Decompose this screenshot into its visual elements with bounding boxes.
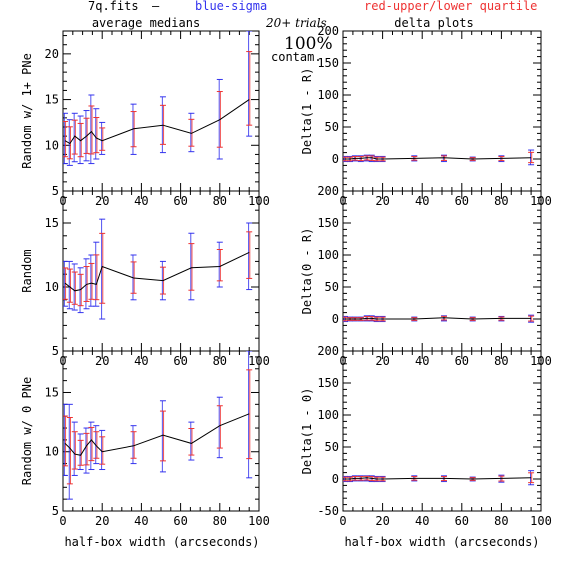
x-axis-label-left: half-box width (arcseconds): [64, 535, 259, 549]
series-line: [345, 157, 532, 160]
y-tick-label: 150: [317, 216, 339, 230]
x-tick-label: 40: [415, 194, 429, 208]
y-tick-label: 200: [317, 24, 339, 38]
y-tick-label: 50: [325, 120, 339, 134]
header-percent: 100%: [284, 34, 333, 54]
y-axis-label: Random w/ 1+ PNe: [20, 53, 34, 169]
x-tick-label: 20: [375, 354, 389, 368]
header-dash: –: [152, 0, 160, 13]
right-column-title: delta plots: [394, 16, 473, 30]
x-tick-label: 0: [59, 514, 66, 528]
x-tick-label: 80: [494, 354, 508, 368]
y-axis-label: Delta(1 - 0): [300, 388, 314, 475]
x-tick-label: 80: [213, 514, 227, 528]
y-axis-label: Random w/ 0 PNe: [20, 377, 34, 485]
header-file: 7q.fits: [88, 0, 139, 13]
x-tick-label: 60: [455, 194, 469, 208]
panel-data: [343, 470, 535, 486]
x-tick-label: 20: [95, 194, 109, 208]
panel-frame: [342, 190, 542, 352]
x-tick-label: 40: [134, 514, 148, 528]
y-tick-label: 150: [317, 376, 339, 390]
x-tick-label: 20: [95, 514, 109, 528]
series-line: [64, 99, 250, 145]
y-tick-label: 150: [317, 56, 339, 70]
header-blue-label: blue-sigma: [195, 0, 267, 13]
y-tick-label: 100: [317, 248, 339, 262]
x-tick-label: 20: [375, 514, 389, 528]
y-tick-label: 20: [45, 47, 59, 61]
x-tick-label: 0: [339, 514, 346, 528]
x-tick-label: 60: [455, 354, 469, 368]
y-tick-label: 10: [45, 445, 59, 459]
y-tick-label: 15: [45, 385, 59, 399]
panel-data: [343, 314, 535, 323]
y-tick-label: 15: [45, 93, 59, 107]
y-tick-label: 0: [332, 472, 339, 486]
panel-data: [63, 218, 253, 320]
y-tick-label: 5: [52, 504, 59, 518]
y-tick-label: 5: [52, 184, 59, 198]
x-tick-label: 60: [173, 514, 187, 528]
header-red-label: red-upper/lower quartile: [364, 0, 537, 13]
panel-frame: [342, 350, 542, 512]
y-axis-label: Delta(1 - R): [300, 68, 314, 155]
y-tick-label: -50: [317, 504, 339, 518]
y-tick-label: 100: [317, 88, 339, 102]
x-tick-label: 60: [455, 514, 469, 528]
y-tick-label: 10: [45, 280, 59, 294]
y-axis-label: Random: [20, 249, 34, 292]
panel-data: [343, 149, 535, 166]
series-line: [345, 317, 532, 320]
y-tick-label: 10: [45, 138, 59, 152]
y-tick-label: 15: [45, 216, 59, 230]
x-tick-label: 40: [415, 514, 429, 528]
panel-data: [63, 31, 253, 166]
panel-left-bottom: 0 20 40 60 80 100 5 10 15 Random w/ 0 PNe: [20, 350, 270, 528]
header-trials: 20+ trials: [265, 16, 327, 30]
series-line: [345, 477, 532, 480]
panel-frame: [342, 30, 542, 192]
x-tick-label: 100: [530, 514, 552, 528]
x-tick-label: 80: [494, 194, 508, 208]
y-tick-label: 50: [325, 280, 339, 294]
x-tick-label: 20: [375, 194, 389, 208]
x-tick-label: 100: [248, 514, 270, 528]
x-tick-label: 40: [134, 194, 148, 208]
y-tick-label: 0: [332, 152, 339, 166]
header-contam: contam.: [271, 50, 322, 64]
y-tick-label: 100: [317, 408, 339, 422]
x-axis-label-right: half-box width (arcseconds): [344, 535, 539, 549]
x-tick-label: 80: [494, 514, 508, 528]
x-tick-label: 80: [213, 194, 227, 208]
y-axis-label: Delta(0 - R): [300, 228, 314, 315]
panel-data: [63, 351, 253, 500]
x-tick-label: 60: [173, 354, 187, 368]
x-tick-label: 60: [173, 194, 187, 208]
series-line: [64, 251, 250, 292]
left-column-title: average medians: [92, 16, 200, 30]
y-tick-label: 200: [317, 184, 339, 198]
x-tick-label: 40: [415, 354, 429, 368]
x-tick-label: 40: [134, 354, 148, 368]
y-tick-label: 0: [332, 312, 339, 326]
y-tick-label: 50: [325, 440, 339, 454]
y-tick-label: 200: [317, 344, 339, 358]
x-tick-label: 20: [95, 354, 109, 368]
y-tick-label: 5: [52, 344, 59, 358]
x-tick-label: 80: [213, 354, 227, 368]
series-line: [64, 413, 250, 456]
